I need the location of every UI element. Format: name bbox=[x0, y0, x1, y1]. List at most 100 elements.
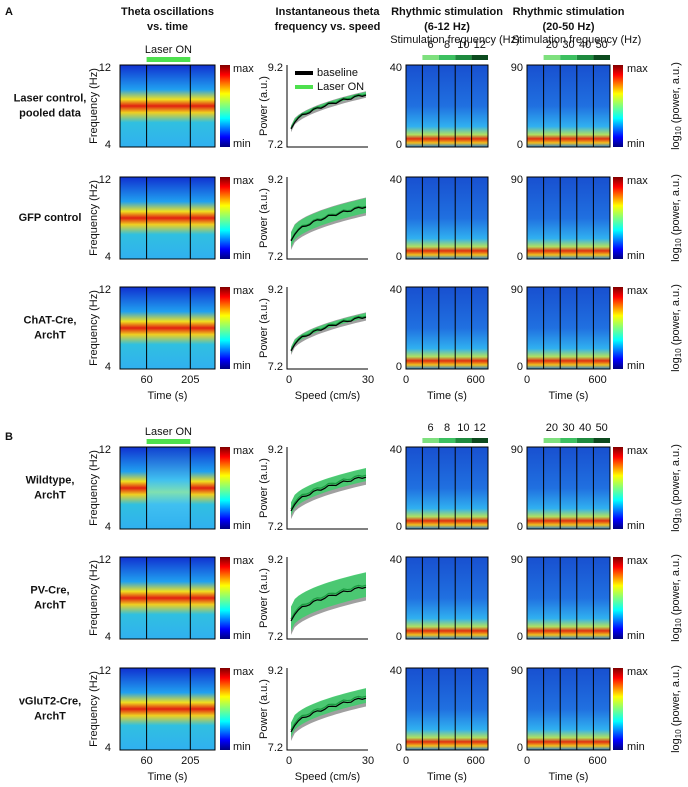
axes bbox=[286, 177, 368, 260]
spectrogram bbox=[527, 287, 610, 369]
colorbar bbox=[613, 287, 623, 369]
frame bbox=[405, 446, 489, 530]
stim-bar bbox=[543, 438, 561, 443]
frame bbox=[405, 286, 489, 370]
x-axis-label: Speed (cm/s) bbox=[295, 390, 360, 402]
y-tick-label: 12 bbox=[99, 554, 111, 566]
stim-frequency: 6 bbox=[428, 422, 434, 434]
stim-label: Stimulation frequency (Hz) bbox=[390, 34, 520, 46]
y-tick-label: 9.2 bbox=[268, 174, 283, 186]
laser-period bbox=[146, 447, 191, 529]
axes bbox=[286, 287, 368, 370]
x-tick-label: 600 bbox=[588, 755, 606, 767]
stim-bar bbox=[471, 55, 488, 60]
y-tick-label: 9.2 bbox=[268, 284, 283, 296]
stim-frequency: 50 bbox=[596, 422, 608, 434]
frame bbox=[119, 667, 216, 751]
stim-bar bbox=[455, 55, 472, 60]
stim-bar bbox=[576, 438, 594, 443]
frame bbox=[119, 176, 216, 260]
baseline-line bbox=[290, 586, 367, 622]
laser-on-label: Laser ON bbox=[145, 44, 192, 56]
x-axis-label: Time (s) bbox=[549, 771, 589, 783]
x-tick-label: 600 bbox=[588, 374, 606, 386]
colorbar-max: max bbox=[233, 445, 254, 457]
laser-on-label: Laser ON bbox=[145, 426, 192, 438]
row-label: Wildtype, bbox=[26, 474, 75, 486]
colorbar-min: min bbox=[627, 360, 645, 372]
log-base: log bbox=[670, 247, 682, 262]
spectrogram bbox=[406, 65, 488, 147]
y-tick-label: 0 bbox=[396, 742, 402, 754]
colorbar-max: max bbox=[627, 285, 648, 297]
y-tick-label: 90 bbox=[511, 444, 523, 456]
baseline-band bbox=[291, 91, 366, 133]
spectrogram bbox=[527, 668, 610, 750]
colorbar-label: Power (a.u.) bbox=[258, 458, 270, 518]
row-label: ChAT-Cre, bbox=[24, 314, 77, 326]
colorbar-min: min bbox=[627, 138, 645, 150]
y-tick-label: 40 bbox=[390, 554, 402, 566]
x-tick-label: 0 bbox=[286, 755, 292, 767]
row-label: GFP control bbox=[19, 212, 82, 224]
legend-label: baseline bbox=[317, 67, 358, 79]
laser-bar bbox=[146, 439, 191, 444]
stim-bar bbox=[471, 438, 488, 443]
y-tick-label: 4 bbox=[105, 521, 111, 533]
x-tick-label: 30 bbox=[362, 755, 374, 767]
log-rest: (power, a.u.) bbox=[670, 62, 682, 126]
frame bbox=[405, 667, 489, 751]
baseline-line bbox=[290, 697, 367, 733]
log-rest: (power, a.u.) bbox=[670, 284, 682, 348]
colorbar-label: log10 (power, a.u.) bbox=[670, 174, 683, 262]
y-tick-label: 0 bbox=[517, 251, 523, 263]
x-tick-label: 600 bbox=[467, 755, 485, 767]
y-axis-label: Frequency (Hz) bbox=[88, 68, 100, 144]
log-rest: (power, a.u.) bbox=[670, 174, 682, 238]
stim-bar bbox=[438, 438, 456, 443]
stim-label: Stimulation frequency (Hz) bbox=[512, 34, 642, 46]
frame bbox=[526, 286, 611, 370]
y-tick-label: 40 bbox=[390, 174, 402, 186]
y-tick-label: 0 bbox=[396, 631, 402, 643]
frame bbox=[405, 176, 489, 260]
legend-label: Laser ON bbox=[317, 81, 364, 93]
y-tick-label: 40 bbox=[390, 444, 402, 456]
stim-bar bbox=[422, 438, 439, 443]
colorbar-label: log10 (power, a.u.) bbox=[670, 62, 683, 150]
log-base: log bbox=[670, 738, 682, 753]
spectrogram bbox=[120, 65, 215, 147]
stim-frequency: 50 bbox=[596, 39, 608, 51]
colorbar-label: log10 (power, a.u.) bbox=[670, 284, 683, 372]
y-tick-label: 0 bbox=[517, 139, 523, 151]
frame bbox=[119, 446, 216, 530]
spectrogram bbox=[406, 668, 488, 750]
colorbar-label: Power (a.u.) bbox=[258, 298, 270, 358]
x-tick-label: 0 bbox=[524, 374, 530, 386]
column-title: (6-12 Hz) bbox=[424, 21, 470, 33]
column-title: Instantaneous theta bbox=[276, 6, 381, 18]
column-title: Theta oscillations bbox=[121, 6, 214, 18]
stim-frequency: 30 bbox=[562, 39, 574, 51]
y-tick-label: 0 bbox=[396, 251, 402, 263]
x-tick-label: 205 bbox=[181, 755, 199, 767]
spectrogram bbox=[120, 557, 215, 639]
colorbar-max: max bbox=[233, 63, 254, 75]
colorbar-min: min bbox=[627, 520, 645, 532]
y-tick-label: 40 bbox=[390, 665, 402, 677]
colorbar-label: Power (a.u.) bbox=[258, 679, 270, 739]
colorbar-max: max bbox=[233, 555, 254, 567]
log-rest: (power, a.u.) bbox=[670, 665, 682, 729]
stim-bar bbox=[543, 55, 561, 60]
log-rest: (power, a.u.) bbox=[670, 444, 682, 508]
y-tick-label: 7.2 bbox=[268, 521, 283, 533]
baseline-line bbox=[290, 476, 367, 512]
colorbar-max: max bbox=[233, 666, 254, 678]
log-sub: 10 bbox=[674, 729, 683, 738]
frame bbox=[526, 176, 611, 260]
y-axis-label: Frequency (Hz) bbox=[88, 290, 100, 366]
y-tick-label: 4 bbox=[105, 742, 111, 754]
y-tick-label: 9.2 bbox=[268, 62, 283, 74]
laser-line bbox=[290, 584, 367, 620]
